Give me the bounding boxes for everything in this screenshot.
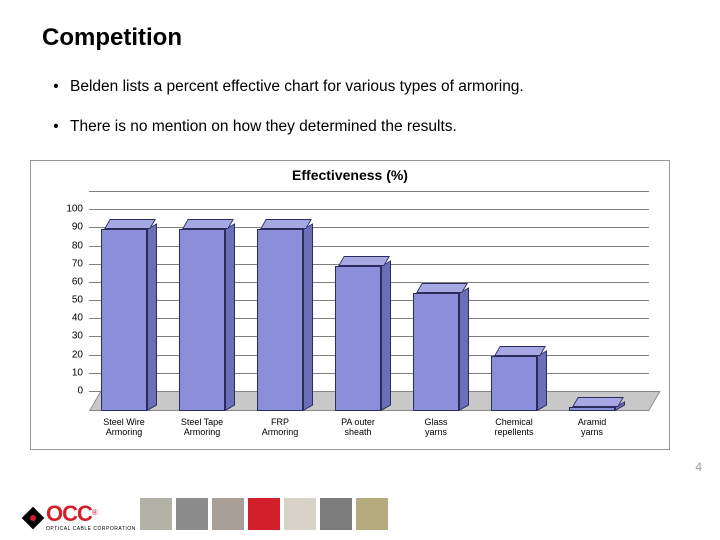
bullet-text: There is no mention on how they determin…	[70, 118, 457, 136]
chart-ytick: 60	[72, 276, 83, 287]
chart-ytick: 70	[72, 258, 83, 269]
chart-xtick: Chemicalrepellents	[479, 417, 549, 438]
chart-title: Effectiveness (%)	[31, 167, 669, 183]
chart-bar	[569, 407, 615, 411]
chart-xtick: Glassyarns	[401, 417, 471, 438]
chart-ytick: 0	[77, 386, 83, 397]
bullet-dot-icon: •	[42, 78, 70, 96]
chart-ytick: 10	[72, 367, 83, 378]
chart-ytick: 40	[72, 313, 83, 324]
palette-swatch	[284, 498, 316, 530]
chart-plot-area: 0102030405060708090100Steel WireArmoring…	[89, 191, 649, 411]
logo-registered-icon: ®	[92, 508, 98, 517]
chart-bar	[257, 229, 303, 411]
palette-swatch	[248, 498, 280, 530]
bullet-dot-icon: •	[42, 118, 70, 136]
chart-xtick: Steel TapeArmoring	[167, 417, 237, 438]
palette-swatch	[356, 498, 388, 530]
chart-bar	[179, 229, 225, 411]
palette-swatch	[320, 498, 352, 530]
chart-ytick: 100	[66, 204, 83, 215]
logo-subtext: OPTICAL CABLE CORPORATION	[46, 526, 136, 532]
chart-xtick: PA outersheath	[323, 417, 393, 438]
occ-logo: OCC® OPTICAL CABLE CORPORATION	[22, 504, 136, 532]
chart-ytick: 90	[72, 222, 83, 233]
chart-xtick: Aramidyarns	[557, 417, 627, 438]
chart-xtick: Steel WireArmoring	[89, 417, 159, 438]
bullet-item: • There is no mention on how they determ…	[42, 118, 690, 136]
logo-diamond-icon	[22, 507, 44, 529]
chart-gridline	[89, 209, 649, 210]
palette-swatch	[140, 498, 172, 530]
slide-footer: OCC® OPTICAL CABLE CORPORATION	[0, 492, 720, 540]
chart-xtick: FRPArmoring	[245, 417, 315, 438]
chart-bar	[413, 293, 459, 411]
slide-title: Competition	[42, 24, 182, 52]
page-number: 4	[695, 460, 702, 474]
bullet-list: • Belden lists a percent effective chart…	[42, 78, 690, 158]
chart-bar	[101, 229, 147, 411]
bullet-text: Belden lists a percent effective chart f…	[70, 78, 524, 96]
chart-ytick: 80	[72, 240, 83, 251]
chart-ytick: 30	[72, 331, 83, 342]
chart-gridline	[89, 191, 649, 192]
palette-swatch	[212, 498, 244, 530]
chart-gridline	[89, 246, 649, 247]
chart-bar	[491, 356, 537, 411]
chart-gridline	[89, 227, 649, 228]
footer-palette	[140, 498, 388, 530]
chart-bar	[335, 266, 381, 411]
chart-ytick: 50	[72, 295, 83, 306]
logo-text: OCC	[46, 501, 92, 526]
effectiveness-chart: Effectiveness (%) 0102030405060708090100…	[30, 160, 670, 450]
bullet-item: • Belden lists a percent effective chart…	[42, 78, 690, 96]
chart-ytick: 20	[72, 349, 83, 360]
palette-swatch	[176, 498, 208, 530]
